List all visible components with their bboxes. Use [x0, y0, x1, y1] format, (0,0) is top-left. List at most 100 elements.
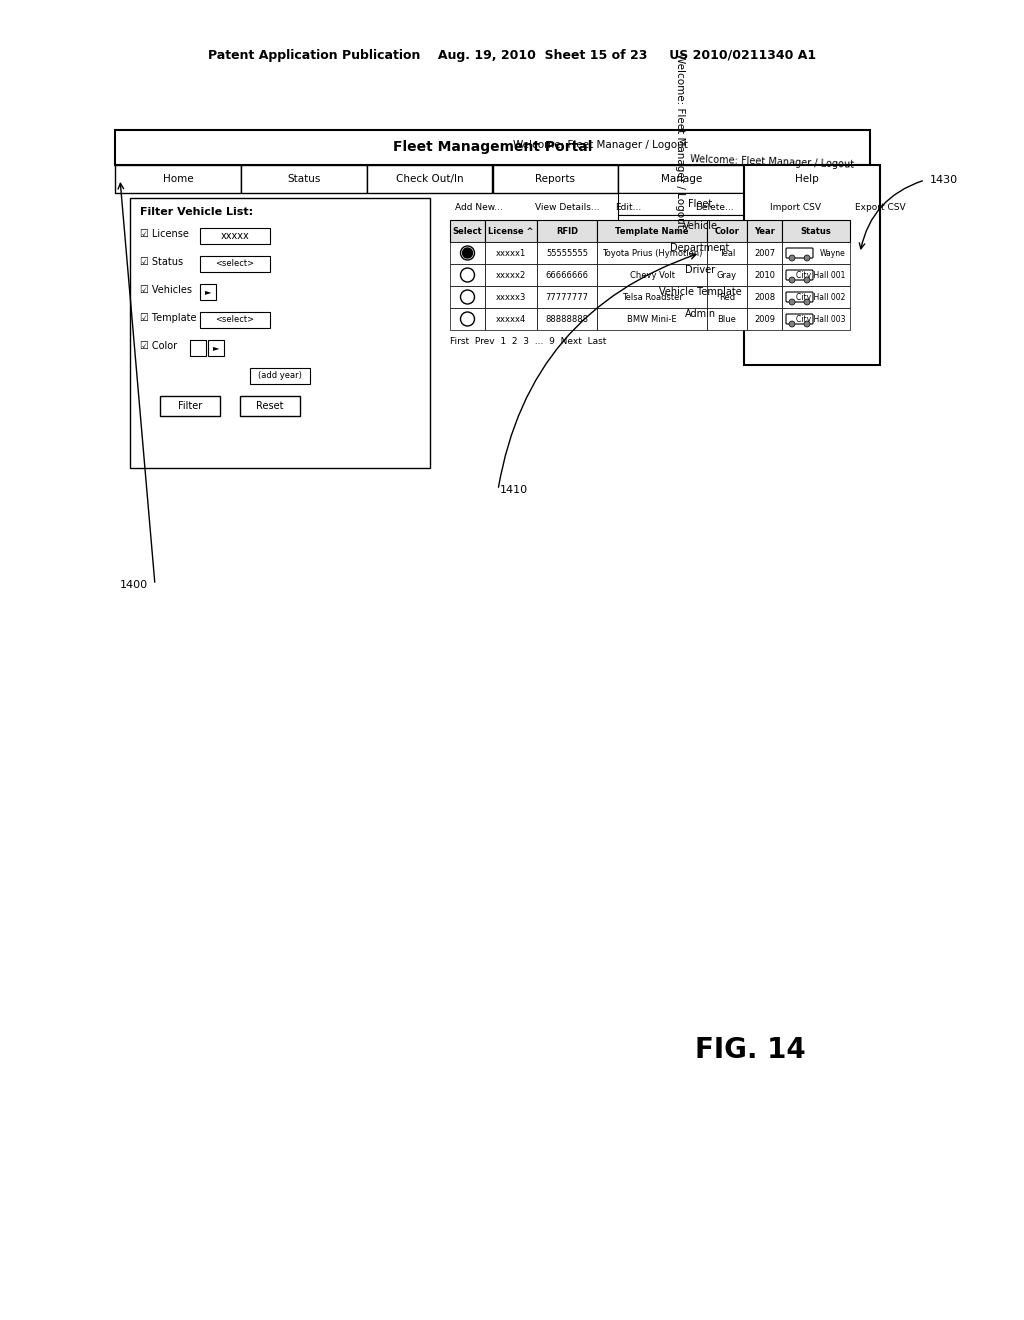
Text: xxxxx1: xxxxx1 — [496, 248, 526, 257]
FancyBboxPatch shape — [115, 129, 870, 165]
FancyBboxPatch shape — [746, 308, 782, 330]
Circle shape — [804, 300, 810, 305]
Text: Manage: Manage — [660, 174, 701, 183]
FancyBboxPatch shape — [450, 264, 485, 286]
Text: Wayne: Wayne — [819, 248, 845, 257]
Text: Delete...: Delete... — [695, 203, 733, 213]
Text: 2008: 2008 — [754, 293, 775, 301]
FancyBboxPatch shape — [241, 165, 367, 193]
Text: Driver: Driver — [685, 265, 715, 275]
FancyBboxPatch shape — [450, 220, 485, 242]
Text: Telsa Roadster: Telsa Roadster — [622, 293, 682, 301]
FancyBboxPatch shape — [537, 264, 597, 286]
FancyBboxPatch shape — [782, 286, 850, 308]
Text: 77777777: 77777777 — [546, 293, 589, 301]
Text: License ^: License ^ — [488, 227, 534, 235]
Circle shape — [463, 248, 472, 257]
Text: RFID: RFID — [556, 227, 579, 235]
FancyBboxPatch shape — [115, 165, 241, 193]
FancyBboxPatch shape — [493, 165, 618, 193]
Text: xxxxx2: xxxxx2 — [496, 271, 526, 280]
FancyBboxPatch shape — [190, 341, 206, 356]
Circle shape — [790, 255, 795, 261]
Circle shape — [790, 300, 795, 305]
Text: Edit...: Edit... — [615, 203, 641, 213]
FancyBboxPatch shape — [746, 220, 782, 242]
Text: Add New...: Add New... — [455, 203, 503, 213]
FancyBboxPatch shape — [450, 286, 485, 308]
Text: Fleet Management Portal: Fleet Management Portal — [393, 140, 592, 154]
Text: ☑ Color: ☑ Color — [140, 341, 177, 351]
Text: 1410: 1410 — [500, 484, 528, 495]
Text: ☑ Vehicles: ☑ Vehicles — [140, 285, 193, 294]
FancyBboxPatch shape — [782, 242, 850, 264]
Text: Chevy Volt: Chevy Volt — [630, 271, 675, 280]
Text: 66666666: 66666666 — [546, 271, 589, 280]
Text: Help: Help — [796, 174, 819, 183]
Text: ☑ Status: ☑ Status — [140, 257, 183, 267]
FancyBboxPatch shape — [746, 264, 782, 286]
FancyBboxPatch shape — [597, 286, 707, 308]
FancyBboxPatch shape — [597, 308, 707, 330]
FancyBboxPatch shape — [618, 281, 782, 304]
Text: FIG. 14: FIG. 14 — [694, 1036, 805, 1064]
Text: Reports: Reports — [536, 174, 575, 183]
Text: View Details...: View Details... — [535, 203, 599, 213]
Circle shape — [804, 277, 810, 282]
Text: Reset: Reset — [256, 401, 284, 411]
FancyBboxPatch shape — [707, 264, 746, 286]
Text: Welcome: Fleet Manager / Logout: Welcome: Fleet Manager / Logout — [675, 53, 685, 227]
Text: ☑ License: ☑ License — [140, 228, 188, 239]
FancyBboxPatch shape — [618, 193, 782, 215]
Text: Status: Status — [287, 174, 321, 183]
FancyBboxPatch shape — [746, 286, 782, 308]
Text: Filter: Filter — [178, 401, 202, 411]
FancyBboxPatch shape — [618, 259, 782, 281]
Text: City Hall 001: City Hall 001 — [796, 271, 845, 280]
FancyBboxPatch shape — [746, 242, 782, 264]
FancyBboxPatch shape — [744, 165, 880, 366]
FancyBboxPatch shape — [250, 368, 310, 384]
FancyBboxPatch shape — [485, 242, 537, 264]
FancyBboxPatch shape — [597, 220, 707, 242]
FancyBboxPatch shape — [537, 308, 597, 330]
FancyBboxPatch shape — [450, 242, 485, 264]
FancyBboxPatch shape — [130, 198, 430, 469]
Text: 2007: 2007 — [754, 248, 775, 257]
Text: Template Name: Template Name — [615, 227, 689, 235]
Text: Admin: Admin — [685, 309, 716, 319]
FancyBboxPatch shape — [200, 256, 270, 272]
Text: <select>: <select> — [215, 260, 255, 268]
FancyBboxPatch shape — [537, 286, 597, 308]
FancyBboxPatch shape — [208, 341, 224, 356]
FancyBboxPatch shape — [618, 215, 782, 238]
Text: xxxxx3: xxxxx3 — [496, 293, 526, 301]
FancyBboxPatch shape — [485, 220, 537, 242]
Text: 2009: 2009 — [754, 314, 775, 323]
Text: Department: Department — [671, 243, 730, 253]
Text: 2010: 2010 — [754, 271, 775, 280]
Text: xxxxx: xxxxx — [220, 231, 250, 242]
Text: 88888888: 88888888 — [546, 314, 589, 323]
Circle shape — [790, 277, 795, 282]
FancyBboxPatch shape — [485, 264, 537, 286]
FancyBboxPatch shape — [782, 264, 850, 286]
FancyBboxPatch shape — [240, 396, 300, 416]
FancyBboxPatch shape — [200, 312, 270, 327]
Text: Export CSV: Export CSV — [855, 203, 905, 213]
FancyBboxPatch shape — [450, 308, 485, 330]
Text: xxxxx4: xxxxx4 — [496, 314, 526, 323]
Text: Toyota Prius (Hymotion): Toyota Prius (Hymotion) — [602, 248, 702, 257]
Text: Teal: Teal — [719, 248, 735, 257]
Text: Home: Home — [163, 174, 194, 183]
Text: Welcome: Fleet Manager / Logout: Welcome: Fleet Manager / Logout — [690, 154, 854, 170]
Text: Select: Select — [453, 227, 482, 235]
FancyBboxPatch shape — [707, 308, 746, 330]
Text: 1430: 1430 — [930, 176, 958, 185]
FancyBboxPatch shape — [200, 228, 270, 244]
FancyBboxPatch shape — [782, 220, 850, 242]
Circle shape — [790, 321, 795, 327]
Text: Gray: Gray — [717, 271, 737, 280]
Text: Vehicle: Vehicle — [683, 220, 718, 231]
Text: City Hall 002: City Hall 002 — [796, 293, 845, 301]
